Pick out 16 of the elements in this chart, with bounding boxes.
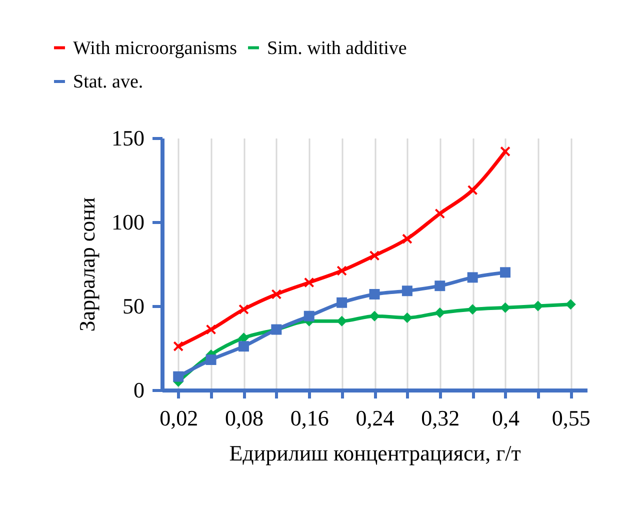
y-axis-title: Зарралар сони [74,197,100,332]
x-tick-label: 0,08 [224,406,264,430]
y-tick-label: 50 [122,294,144,318]
legend-label: Sim. with additive [267,38,407,59]
x-tick-label: 0,24 [356,406,394,430]
y-tick-label: 100 [112,210,144,234]
legend-label: With microorganisms [73,38,238,59]
x-tick-label: 0,02 [160,406,198,430]
x-tick-label: 0,32 [421,406,460,430]
y-tick-label: 0 [134,378,144,402]
x-tick-label: 0,55 [552,406,590,430]
x-tick-label: 0,4 [492,406,520,430]
y-tick-label: 150 [112,126,144,150]
legend-label: Stat. ave. [73,72,144,92]
x-axis-title: Едирилиш концентрацияси, г/т [229,440,522,466]
x-tick-label: 0,16 [290,406,329,430]
